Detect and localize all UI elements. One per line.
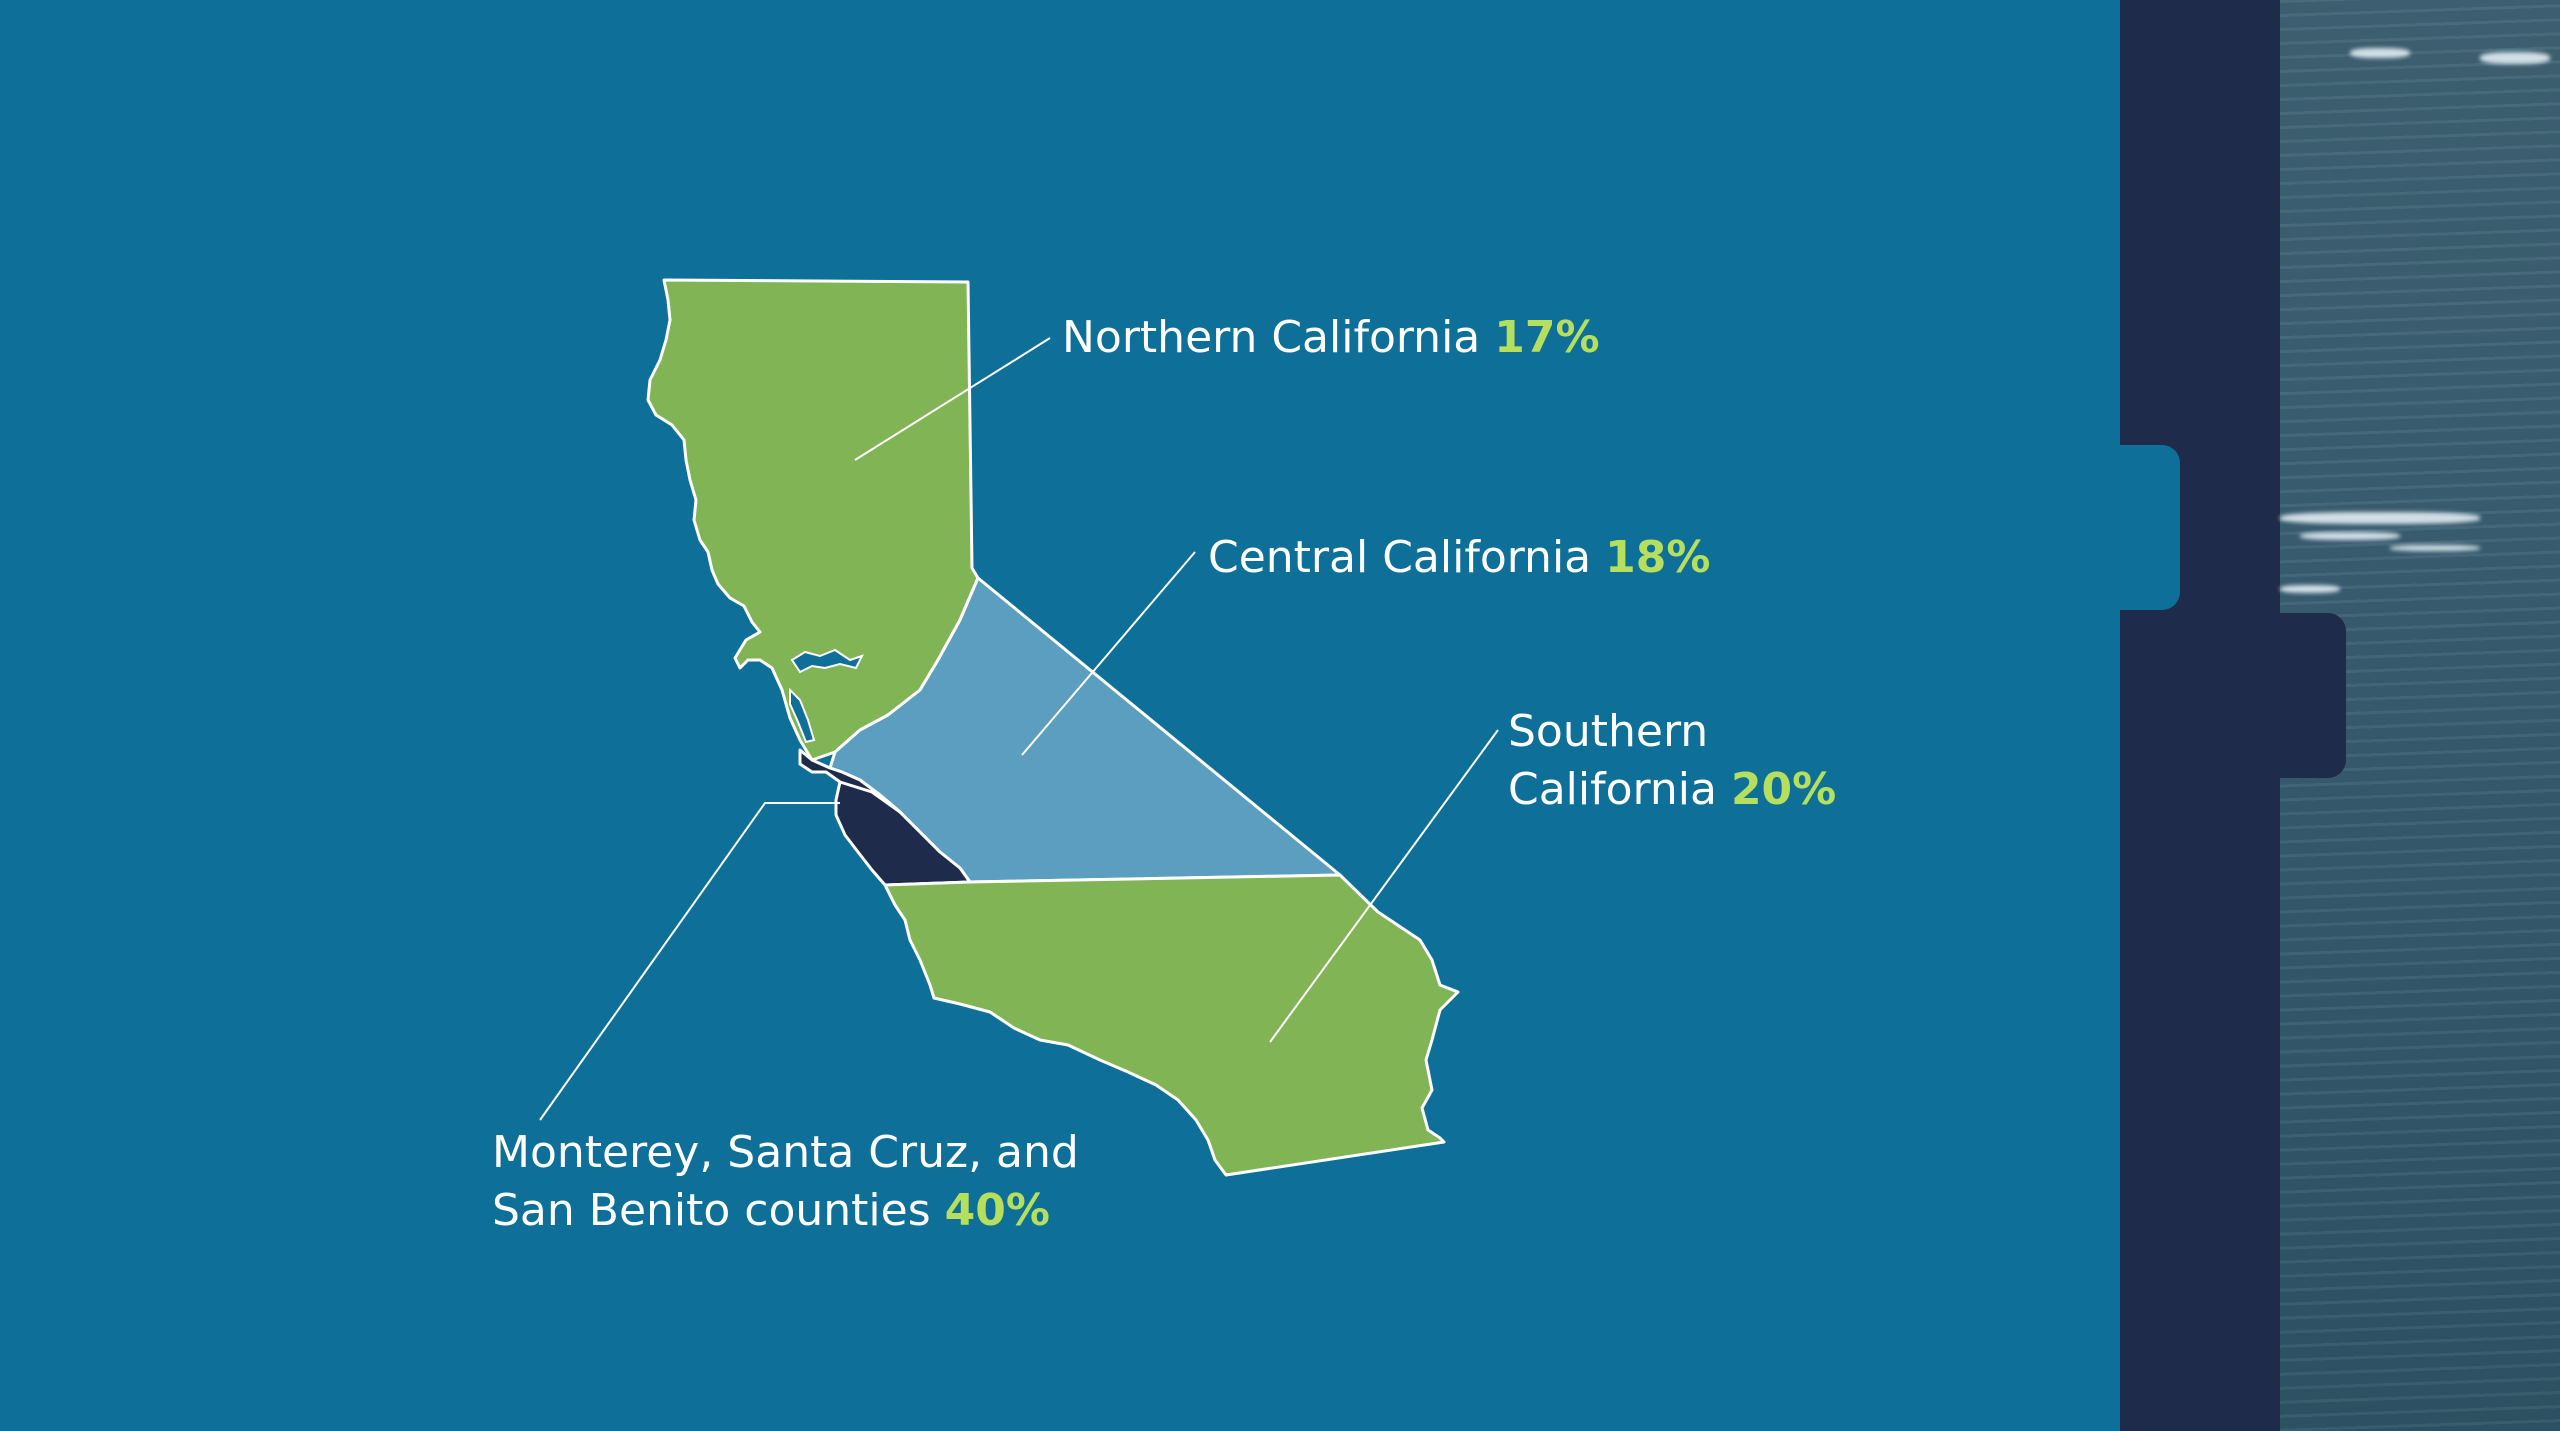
- leader-line-northern: [854, 337, 1051, 461]
- label-central-california: Central California 18%: [1208, 532, 1711, 583]
- nav-strip: [2120, 0, 2280, 1431]
- label-monterey-santa-cruz-san-benito: Monterey, Santa Cruz, and San Benito cou…: [492, 1127, 1079, 1236]
- leader-line-monterey: [539, 802, 840, 1121]
- california-map: [539, 278, 1499, 1177]
- nav-tab-active[interactable]: [2050, 445, 2180, 610]
- bay-water-south: [789, 687, 816, 744]
- label-southern-california: Southern California 20%: [1508, 706, 1837, 815]
- leader-line-central: [1021, 551, 1196, 756]
- county-boundary: [839, 780, 942, 854]
- leader-line-southern: [1269, 729, 1499, 1043]
- nav-tab[interactable]: [2280, 613, 2346, 778]
- bay-water: [790, 648, 864, 674]
- label-northern-california: Northern California 17%: [1062, 312, 1600, 363]
- region-southern-california: [883, 873, 1460, 1177]
